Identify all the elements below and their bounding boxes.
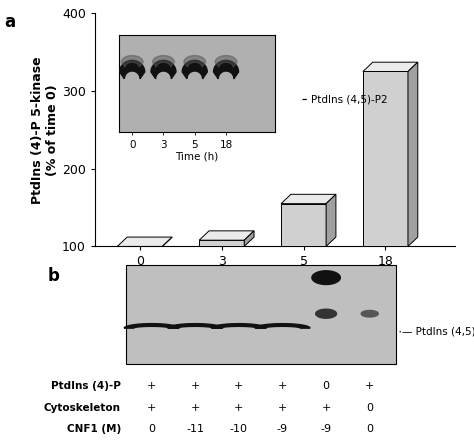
Text: -11: -11 [186,424,204,434]
Polygon shape [316,309,337,318]
Polygon shape [182,60,207,79]
Bar [363,71,408,246]
Text: +: + [234,403,244,413]
Bar [199,240,244,246]
Polygon shape [312,271,340,285]
Text: PtdIns (4,5)-P2: PtdIns (4,5)-P2 [311,95,388,104]
Polygon shape [213,60,238,79]
Polygon shape [162,237,172,246]
Text: CNF1 (M): CNF1 (M) [67,424,121,434]
Polygon shape [168,324,223,328]
Polygon shape [199,231,254,240]
Text: a: a [5,13,16,31]
Polygon shape [215,55,237,67]
Polygon shape [361,311,378,317]
Polygon shape [281,194,336,204]
Text: — PtdIns (4,5)-P2: — PtdIns (4,5)-P2 [402,327,474,337]
Bar [281,204,326,246]
Bar [126,265,396,364]
Text: Cytoskeleton: Cytoskeleton [44,403,121,413]
Text: 0: 0 [148,424,155,434]
Polygon shape [255,324,310,328]
Text: -10: -10 [230,424,248,434]
Polygon shape [326,194,336,246]
Polygon shape [119,60,145,79]
Text: +: + [321,403,331,413]
Text: -9: -9 [277,424,288,434]
Polygon shape [121,55,143,67]
Text: +: + [234,381,244,391]
Text: +: + [365,381,374,391]
Y-axis label: PtdIns (4)-P 5-kinase
(% of time 0): PtdIns (4)-P 5-kinase (% of time 0) [31,56,59,204]
Text: 0: 0 [366,403,373,413]
Text: 0: 0 [366,424,373,434]
Text: +: + [191,381,200,391]
Text: -9: -9 [320,424,332,434]
Polygon shape [363,62,418,71]
Polygon shape [118,237,172,246]
Text: +: + [278,381,287,391]
X-axis label: Time (h): Time (h) [175,151,219,161]
Polygon shape [244,231,254,246]
Text: b: b [47,267,59,285]
Text: 0: 0 [323,381,329,391]
Polygon shape [184,55,206,67]
Text: +: + [147,381,156,391]
Text: +: + [147,403,156,413]
Polygon shape [151,60,176,79]
X-axis label: Time (h): Time (h) [242,274,308,288]
Text: PtdIns (4)-P: PtdIns (4)-P [51,381,121,391]
Text: +: + [191,403,200,413]
Polygon shape [153,55,174,67]
Polygon shape [211,324,266,328]
Text: +: + [278,403,287,413]
Polygon shape [124,324,179,328]
Polygon shape [408,62,418,246]
